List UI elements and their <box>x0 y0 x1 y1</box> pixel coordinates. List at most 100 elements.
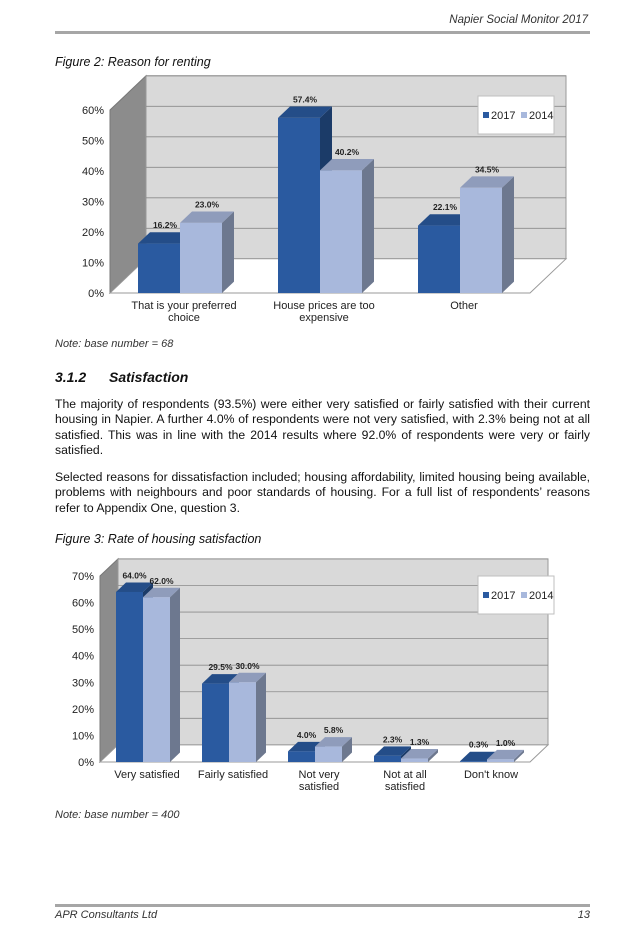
legend-label-2014: 2014 <box>529 110 553 122</box>
bar-2014-1 <box>320 170 362 293</box>
bar-top <box>180 211 234 223</box>
x-category-label: satisfied <box>299 781 339 793</box>
bar-top <box>138 232 192 244</box>
bar-top <box>278 106 332 118</box>
footer-divider <box>55 904 590 907</box>
data-label: 0.3% <box>469 740 489 750</box>
bar-side <box>222 211 234 293</box>
bar-2017-0 <box>116 591 143 762</box>
bar-2014-4 <box>487 759 514 762</box>
bar-side <box>342 737 352 762</box>
y-tick-label: 60% <box>82 105 104 117</box>
data-label: 5.8% <box>324 725 344 735</box>
data-label: 34.5% <box>475 164 500 174</box>
bar-top <box>315 737 352 747</box>
bar-side <box>256 672 266 762</box>
x-category-label: Not at all <box>383 769 426 781</box>
y-tick-label: 50% <box>82 136 104 148</box>
x-category-label: House prices are too <box>273 300 375 312</box>
legend-box <box>477 95 555 135</box>
x-category-label: Fairly satisfied <box>198 769 268 781</box>
section-number: 3.1.2 <box>55 369 87 385</box>
footer-company: APR Consultants Ltd <box>55 909 158 921</box>
bar-2017-0 <box>138 243 180 293</box>
y-tick-label: 0% <box>88 288 104 300</box>
bar-2014-3 <box>401 758 428 762</box>
bar-2017-2 <box>418 225 460 293</box>
bar-side <box>362 158 374 293</box>
figure-3-svg: 0% 10% 20% 30% 40% 50% 60% 70% 64.0%62.0% Very sa… <box>72 557 555 793</box>
bar-2017-2 <box>288 751 315 762</box>
figure-3-note: Note: base number = 400 <box>55 809 180 821</box>
x-category-label: That is your preferred <box>131 300 236 312</box>
data-label: 30.0% <box>235 661 260 671</box>
data-label: 22.1% <box>433 202 458 212</box>
section-heading: 3.1.2 Satisfaction <box>55 369 188 385</box>
data-label: 4.0% <box>297 730 317 740</box>
data-label: 16.2% <box>153 220 178 230</box>
side-wall <box>99 557 119 764</box>
legend-swatch-2014 <box>521 112 527 118</box>
paragraph-satisfaction: The majority of respondents (93.5%) were… <box>55 397 590 457</box>
y-tick-label: 40% <box>72 651 94 663</box>
y-tick-label: 60% <box>72 598 94 610</box>
bar-top <box>202 674 239 684</box>
bar-side <box>170 587 180 762</box>
figure-2-note: Note: base number = 68 <box>55 338 174 350</box>
bar-2014-1 <box>229 682 256 762</box>
data-label: 23.0% <box>195 199 220 209</box>
bar-top <box>487 749 524 760</box>
bar-2014-2 <box>460 187 502 293</box>
figure-2-title: Figure 2: Reason for renting <box>55 55 211 69</box>
section-title: Satisfaction <box>109 369 189 385</box>
legend-swatch-2017 <box>483 112 489 118</box>
bar-top <box>116 582 153 592</box>
x-category-label: Other <box>450 300 478 312</box>
figure-2-chart: 0% 10% 20% 30% 40% 50% 60% 16.2% 23.0% That is yo… <box>55 74 575 332</box>
figure-3-title: Figure 3: Rate of housing satisfaction <box>55 532 262 546</box>
bar-side <box>514 749 524 762</box>
bar-2017-4 <box>460 761 487 762</box>
bar-top <box>401 749 438 759</box>
legend-box <box>477 575 555 615</box>
data-label: 1.3% <box>410 737 430 747</box>
bar-side <box>502 176 514 293</box>
bar-top <box>418 214 472 226</box>
data-label: 64.0% <box>122 570 147 580</box>
bar-2017-1 <box>278 117 320 294</box>
bar-top <box>143 587 180 598</box>
y-tick-label: 50% <box>72 624 94 636</box>
page-header-title: Napier Social Monitor 2017 <box>449 14 588 26</box>
data-label: 57.4% <box>293 95 318 105</box>
x-category-label: choice <box>168 312 200 324</box>
y-tick-label: 10% <box>82 258 104 270</box>
y-tick-label: 70% <box>72 571 94 583</box>
data-label: 1.0% <box>496 738 516 748</box>
bar-top <box>460 176 514 188</box>
x-category-label: Not very <box>299 769 340 781</box>
legend-swatch-2017 <box>483 592 489 598</box>
bar-2014-2 <box>315 746 342 762</box>
bar-top <box>374 746 411 756</box>
y-tick-label: 40% <box>82 166 104 178</box>
bar-2014-0 <box>180 222 222 293</box>
legend-label-2014: 2014 <box>529 590 553 602</box>
bar-2017-1 <box>202 683 229 762</box>
bar-top <box>320 158 374 171</box>
y-tick-label: 20% <box>72 704 94 716</box>
bar-2017-3 <box>374 755 401 762</box>
data-label: 29.5% <box>208 662 233 672</box>
x-category-label: Very satisfied <box>114 769 179 781</box>
legend-label-2017: 2017 <box>491 590 515 602</box>
x-category-label: expensive <box>299 312 349 324</box>
figure-2-svg: 0% 10% 20% 30% 40% 50% 60% 16.2% 23.0% That is yo… <box>82 74 568 324</box>
legend-label-2017: 2017 <box>491 110 515 122</box>
legend-swatch-2014 <box>521 592 527 598</box>
y-tick-label: 20% <box>82 227 104 239</box>
data-label: 40.2% <box>335 147 360 157</box>
paragraph-dissatisfaction: Selected reasons for dissatisfaction inc… <box>55 470 590 515</box>
bar-side <box>428 749 438 762</box>
data-label: 2.3% <box>383 734 403 744</box>
y-tick-label: 30% <box>72 677 94 689</box>
y-tick-label: 30% <box>82 197 104 209</box>
